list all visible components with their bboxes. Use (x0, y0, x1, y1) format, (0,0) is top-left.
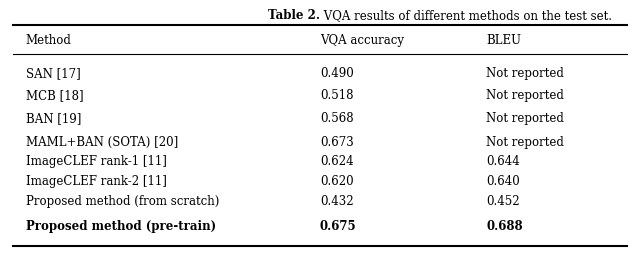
Text: 0.518: 0.518 (320, 89, 353, 103)
Text: Proposed method (from scratch): Proposed method (from scratch) (26, 195, 219, 208)
Text: Proposed method (pre-train): Proposed method (pre-train) (26, 220, 216, 233)
Text: ImageCLEF rank-2 [11]: ImageCLEF rank-2 [11] (26, 175, 166, 188)
Text: MAML+BAN (SOTA) [20]: MAML+BAN (SOTA) [20] (26, 135, 178, 149)
Text: BLEU: BLEU (486, 34, 522, 47)
Text: 0.675: 0.675 (320, 220, 356, 233)
Text: SAN [17]: SAN [17] (26, 67, 81, 80)
Text: 0.568: 0.568 (320, 112, 354, 125)
Text: MCB [18]: MCB [18] (26, 89, 83, 103)
Text: VQA results of different methods on the test set.: VQA results of different methods on the … (320, 9, 612, 22)
Text: 0.640: 0.640 (486, 175, 520, 188)
Text: VQA accuracy: VQA accuracy (320, 34, 404, 47)
Text: 0.688: 0.688 (486, 220, 523, 233)
Text: Not reported: Not reported (486, 135, 564, 149)
Text: 0.490: 0.490 (320, 67, 354, 80)
Text: Method: Method (26, 34, 72, 47)
Text: Not reported: Not reported (486, 67, 564, 80)
Text: Not reported: Not reported (486, 89, 564, 103)
Text: Not reported: Not reported (486, 112, 564, 125)
Text: ImageCLEF rank-1 [11]: ImageCLEF rank-1 [11] (26, 155, 166, 168)
Text: 0.624: 0.624 (320, 155, 354, 168)
Text: 0.620: 0.620 (320, 175, 354, 188)
Text: 0.452: 0.452 (486, 195, 520, 208)
Text: 0.432: 0.432 (320, 195, 354, 208)
Text: BAN [19]: BAN [19] (26, 112, 81, 125)
Text: 0.673: 0.673 (320, 135, 354, 149)
Text: 0.644: 0.644 (486, 155, 520, 168)
Text: Table 2.: Table 2. (268, 9, 320, 22)
